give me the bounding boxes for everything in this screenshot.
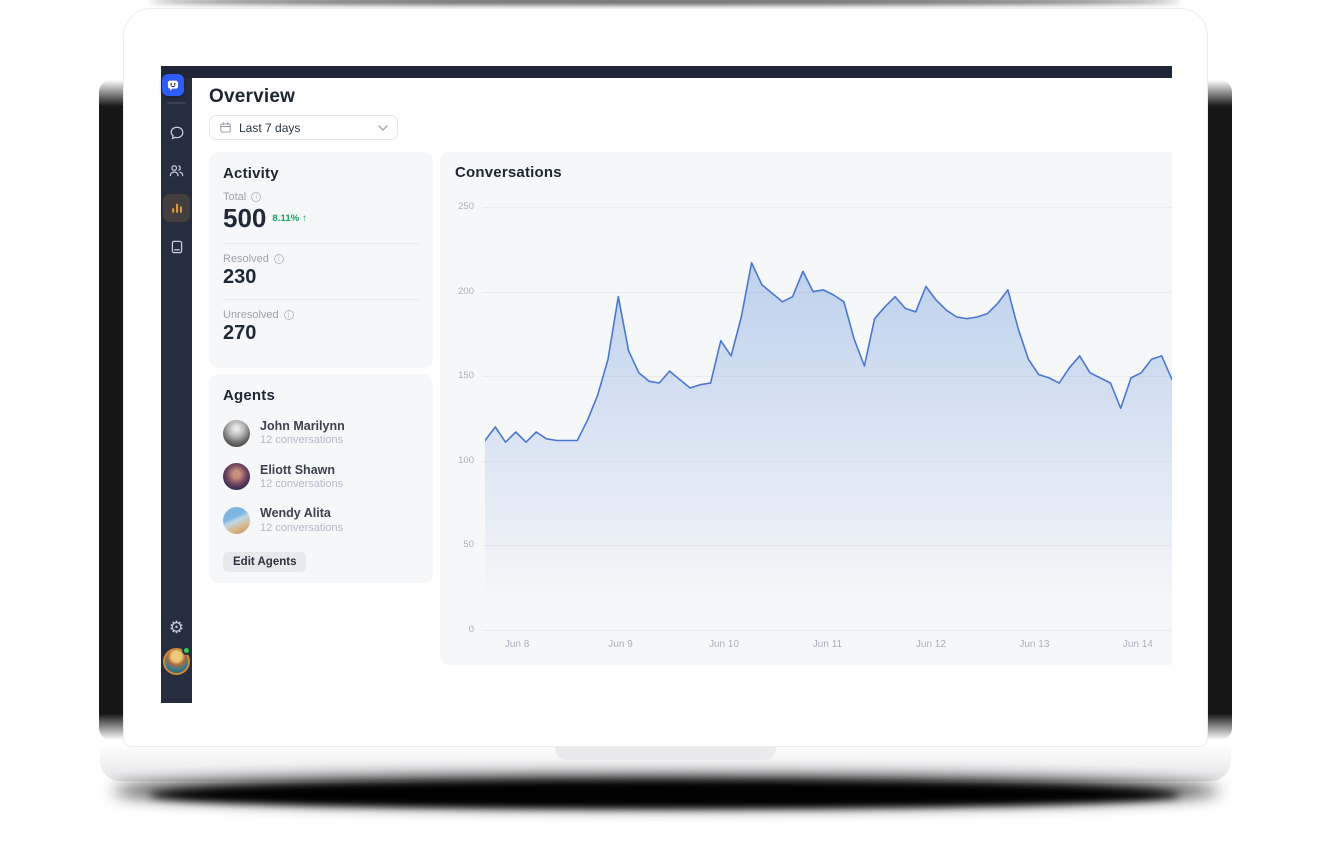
- laptop-shadow-core: [150, 782, 1180, 808]
- conversations-card-title: Conversations: [455, 164, 562, 181]
- laptop-right-edge: [1206, 80, 1232, 740]
- main-content: Overview Last 7 days Activity: [192, 78, 1172, 703]
- sidebar-item-chats[interactable]: [168, 124, 185, 141]
- laptop-lid-shadow: [150, 0, 1180, 5]
- gridline: [482, 630, 1172, 631]
- users-icon: [169, 165, 184, 177]
- calendar-icon: [220, 122, 231, 133]
- chat-robot-logo-icon: [167, 80, 179, 91]
- agent-row[interactable]: John Marilynn 12 conversations: [223, 419, 419, 448]
- agent-row[interactable]: Eliott Shawn 12 conversations: [223, 463, 419, 492]
- x-axis-tick-label: Jun 8: [504, 639, 530, 650]
- gridline: [482, 207, 1172, 208]
- stat-unresolved: Unresolved i 270: [223, 309, 419, 344]
- stat-resolved-value: 230: [223, 266, 257, 289]
- info-icon[interactable]: i: [251, 192, 262, 202]
- conversations-card: Conversations 0 50 100 150 200 250 Jun 8 Jun 9 J…: [440, 152, 1172, 665]
- app-window: ⚙ Overview Last 7 days: [161, 66, 1172, 703]
- agent-name: Wendy Alita: [260, 506, 331, 521]
- laptop-base-notch: [555, 747, 776, 760]
- x-axis-tick-label: Jun 13: [1019, 639, 1050, 650]
- x-axis-tick-label: Jun 10: [708, 639, 740, 650]
- y-axis-tick-label: 150: [458, 370, 474, 382]
- agent-name: John Marilynn: [260, 419, 345, 433]
- page-title: Overview: [209, 86, 296, 107]
- x-axis-tick-label: Jun 12: [915, 639, 946, 650]
- stat-total: Total i 500 8.11% ↑: [223, 191, 419, 232]
- stat-unresolved-label: Unresolved: [223, 309, 279, 322]
- x-axis-tick-label: Jun 14: [1122, 639, 1153, 650]
- info-icon[interactable]: i: [273, 254, 284, 265]
- agent-avatar: [223, 419, 250, 447]
- chart-area-fill: [485, 262, 1172, 630]
- settings-button[interactable]: ⚙: [161, 618, 192, 638]
- sidebar-item-contacts[interactable]: [168, 162, 185, 179]
- agent-avatar: [223, 463, 250, 491]
- stat-resolved-label: Resolved: [223, 253, 269, 266]
- chevron-down-icon: [378, 124, 388, 131]
- stat-resolved: Resolved i 230: [223, 253, 419, 288]
- date-range-dropdown[interactable]: Last 7 days: [209, 115, 398, 140]
- online-status-dot: [182, 646, 191, 655]
- y-axis-tick-label: 0: [468, 624, 474, 635]
- y-axis-tick-label: 250: [458, 201, 474, 212]
- divider: [223, 243, 419, 245]
- agent-meta: 12 conversations: [260, 521, 344, 534]
- y-axis-tick-label: 200: [458, 285, 474, 297]
- app-topbar: [161, 66, 1172, 78]
- conversations-area-chart: [485, 262, 1172, 630]
- date-range-label: Last 7 days: [239, 120, 301, 135]
- app-logo[interactable]: [162, 74, 184, 96]
- agent-meta: 12 conversations: [260, 434, 344, 447]
- stat-total-value: 500: [223, 203, 267, 233]
- bar-chart-icon: [171, 203, 182, 213]
- agent-meta: 12 conversations: [260, 477, 344, 490]
- x-axis-tick-label: Jun 11: [812, 639, 843, 650]
- gear-icon: ⚙: [168, 618, 185, 637]
- sidebar: ⚙: [161, 74, 192, 703]
- agents-card-title: Agents: [223, 387, 276, 404]
- trend-badge: 8.11% ↑: [272, 212, 307, 224]
- sidebar-item-knowledge-base[interactable]: [168, 238, 185, 255]
- book-icon: [171, 240, 182, 253]
- chart-line: [485, 262, 1172, 443]
- y-axis-tick-label: 50: [463, 539, 474, 551]
- chat-bubble-icon: [170, 126, 183, 139]
- stat-unresolved-value: 270: [223, 322, 257, 345]
- agent-name: Eliott Shawn: [260, 462, 335, 477]
- agents-card: Agents John Marilynn 12 conversations El…: [209, 374, 433, 583]
- arrow-up-icon: ↑: [302, 212, 307, 224]
- laptop-left-edge: [99, 80, 125, 740]
- x-axis-tick-label: Jun 9: [608, 639, 633, 650]
- y-axis-tick-label: 100: [458, 454, 474, 466]
- divider: [223, 299, 419, 301]
- info-icon[interactable]: i: [283, 310, 294, 321]
- activity-card: Activity Total i 500 8.11% ↑: [209, 152, 433, 368]
- user-avatar[interactable]: [163, 646, 191, 675]
- stat-total-label: Total: [223, 191, 247, 203]
- agent-avatar: [223, 506, 250, 534]
- sidebar-item-analytics[interactable]: [163, 194, 190, 222]
- sidebar-divider: [167, 102, 186, 104]
- activity-card-title: Activity: [223, 165, 279, 182]
- edit-agents-button[interactable]: Edit Agents: [223, 552, 307, 572]
- agent-row[interactable]: Wendy Alita 12 conversations: [223, 506, 419, 535]
